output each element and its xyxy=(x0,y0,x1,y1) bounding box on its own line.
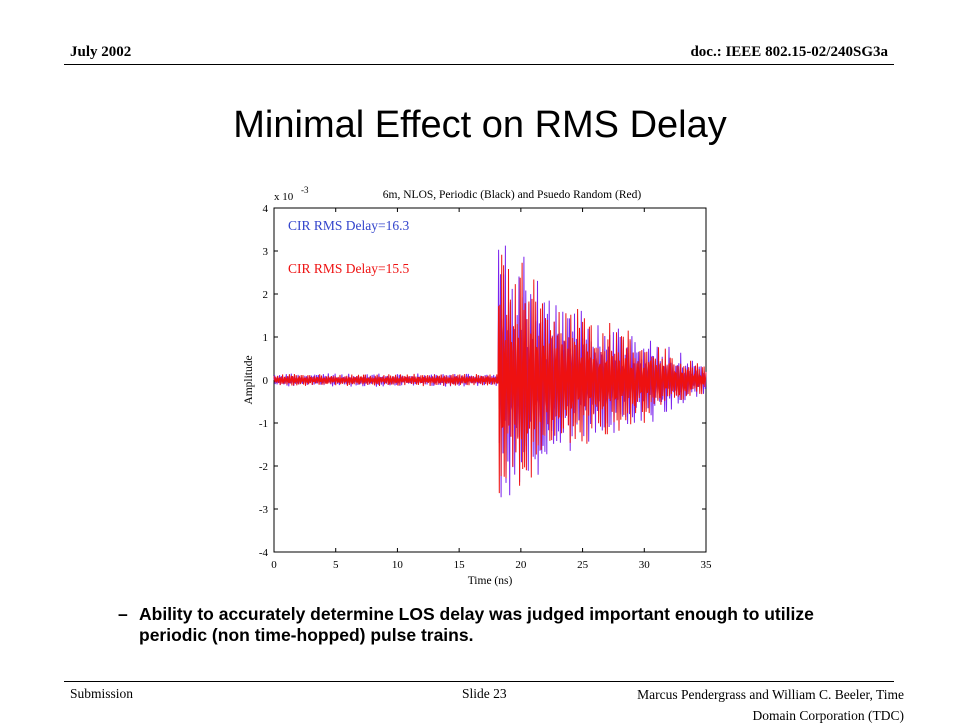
x-tick-label: 15 xyxy=(454,559,466,571)
x-tick-label: 35 xyxy=(701,559,713,571)
y-multiplier-exponent: -3 xyxy=(301,185,309,195)
footer-submission: Submission xyxy=(70,686,134,701)
y-tick-label: 2 xyxy=(263,289,269,301)
y-tick-label: 3 xyxy=(263,246,269,258)
x-tick-label: 25 xyxy=(577,559,589,571)
bullet-text: Ability to accurately determine LOS dela… xyxy=(139,604,814,645)
y-axis-label: Amplitude xyxy=(243,355,255,404)
footer-authors-line2: Domain Corporation (TDC) xyxy=(752,708,904,723)
footer-slide-number: Slide 23 xyxy=(462,686,507,701)
bullet-dash: – xyxy=(118,604,128,624)
header-date: July 2002 xyxy=(70,44,132,60)
footer-rule xyxy=(64,681,894,682)
footer-authors: Marcus Pendergrass and William C. Beeler… xyxy=(637,684,904,726)
rms-delay-annotation: CIR RMS Delay=15.5 xyxy=(288,261,409,276)
header-doc-id: doc.: IEEE 802.15-02/240SG3a xyxy=(690,44,888,60)
bullet-point: – Ability to accurately determine LOS de… xyxy=(118,604,838,646)
y-tick-label: 4 xyxy=(263,203,269,215)
header-rule xyxy=(64,64,894,65)
y-tick-label: -1 xyxy=(259,418,268,430)
y-multiplier: x 10 xyxy=(274,191,294,203)
chart-title: 6m, NLOS, Periodic (Black) and Psuedo Ra… xyxy=(383,189,642,201)
x-axis-label: Time (ns) xyxy=(468,575,513,587)
footer-authors-line1: Marcus Pendergrass and William C. Beeler… xyxy=(637,687,904,702)
x-tick-label: 30 xyxy=(639,559,651,571)
x-tick-label: 0 xyxy=(271,559,277,571)
slide-title: Minimal Effect on RMS Delay xyxy=(233,104,727,146)
y-tick-label: -4 xyxy=(259,547,269,559)
y-tick-label: -2 xyxy=(259,461,268,473)
y-tick-label: 1 xyxy=(263,332,269,344)
y-tick-label: -3 xyxy=(259,504,269,516)
x-tick-label: 20 xyxy=(515,559,527,571)
y-tick-label: 0 xyxy=(263,375,269,387)
x-tick-label: 10 xyxy=(392,559,404,571)
series-line xyxy=(273,254,707,494)
rms-delay-annotation: CIR RMS Delay=16.3 xyxy=(288,218,409,233)
x-tick-label: 5 xyxy=(333,559,339,571)
